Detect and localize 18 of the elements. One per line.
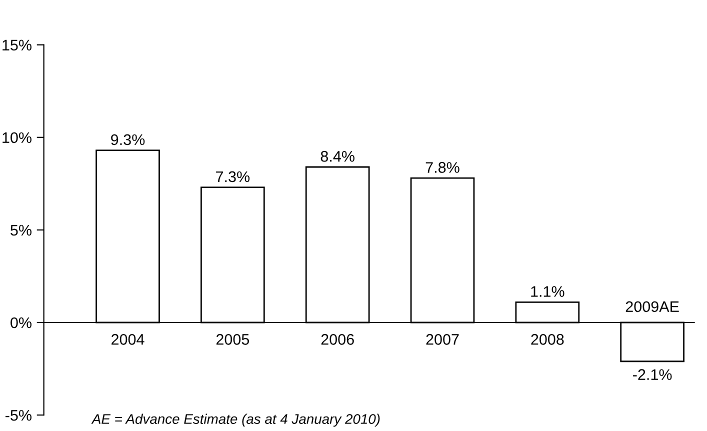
data-label: 1.1% <box>531 286 564 297</box>
x-tick-label: 2008 <box>531 334 564 345</box>
data-label: 7.3% <box>216 171 250 182</box>
x-tick-label: 2007 <box>426 334 459 345</box>
data-label: -2.1% <box>633 369 672 380</box>
y-tick-label: 15% <box>2 40 32 51</box>
x-tick-label: 2006 <box>321 334 354 345</box>
x-tick-label: 2004 <box>112 334 144 345</box>
y-tick-label: 10% <box>2 132 32 144</box>
data-label: 9.3% <box>111 134 145 146</box>
data-label: 7.8% <box>426 162 460 173</box>
x-tick-label: 2009AE <box>626 301 679 312</box>
y-tick-label: -5% <box>6 410 32 421</box>
annotation: AE = Advance Estimate (as at 4 January 2010) <box>91 414 380 427</box>
y-tick-label: 0% <box>10 317 32 328</box>
y-tick-label: 5% <box>10 224 32 236</box>
x-tick-label: 2005 <box>216 334 250 345</box>
data-label: 8.4% <box>320 150 354 162</box>
